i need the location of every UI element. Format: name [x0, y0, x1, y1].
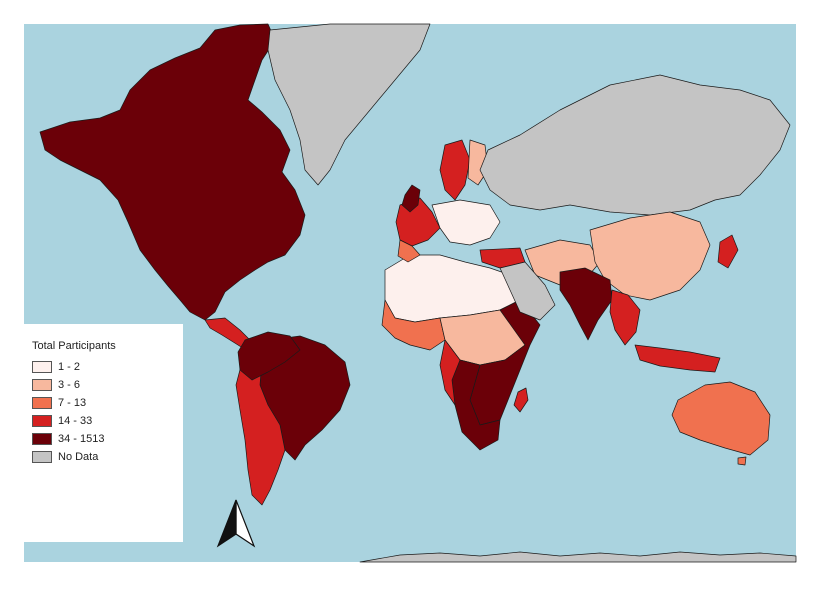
legend-swatch	[32, 451, 52, 463]
region-greenland	[267, 23, 431, 186]
legend-title: Total Participants	[32, 340, 116, 352]
region-iberia	[397, 239, 421, 263]
region-uk	[401, 184, 421, 213]
legend-swatch	[32, 415, 52, 427]
north-arrow-icon	[216, 499, 256, 548]
region-northern-south-america	[237, 331, 301, 381]
region-tasmania	[737, 456, 747, 466]
region-russia	[479, 74, 791, 216]
legend-swatch	[32, 433, 52, 445]
region-africa-west	[381, 299, 446, 351]
legend-swatch	[32, 379, 52, 391]
region-japan	[717, 234, 739, 269]
map-legend: Total Participants 1 - 2 3 - 6 7 - 13 14…	[24, 324, 183, 542]
region-australia	[671, 381, 771, 456]
legend-label: 3 - 6	[58, 379, 81, 391]
region-scandinavia	[439, 139, 471, 201]
region-west-south-america	[235, 337, 286, 506]
region-europe-central	[431, 199, 501, 246]
legend-label: 7 - 13	[58, 397, 87, 409]
legend-item: 34 - 1513	[32, 432, 104, 446]
legend-item: 3 - 6	[32, 378, 80, 392]
legend-label: 34 - 1513	[58, 433, 105, 445]
region-india	[559, 267, 613, 341]
legend-label: 1 - 2	[58, 361, 81, 373]
legend-item: No Data	[32, 450, 98, 464]
legend-item: 1 - 2	[32, 360, 80, 374]
region-madagascar	[513, 387, 529, 413]
region-southeast-asia	[609, 289, 641, 346]
legend-item: 14 - 33	[32, 414, 92, 428]
region-antarctica	[359, 551, 797, 563]
legend-label: 14 - 33	[58, 415, 93, 427]
region-arabia	[499, 261, 556, 321]
region-europe-west	[395, 197, 441, 247]
legend-item: 7 - 13	[32, 396, 86, 410]
legend-swatch	[32, 397, 52, 409]
region-africa-west-central	[439, 339, 461, 406]
region-north-america	[39, 23, 306, 321]
legend-label: No Data	[58, 451, 99, 463]
region-indonesia	[634, 344, 721, 373]
legend-swatch	[32, 361, 52, 373]
